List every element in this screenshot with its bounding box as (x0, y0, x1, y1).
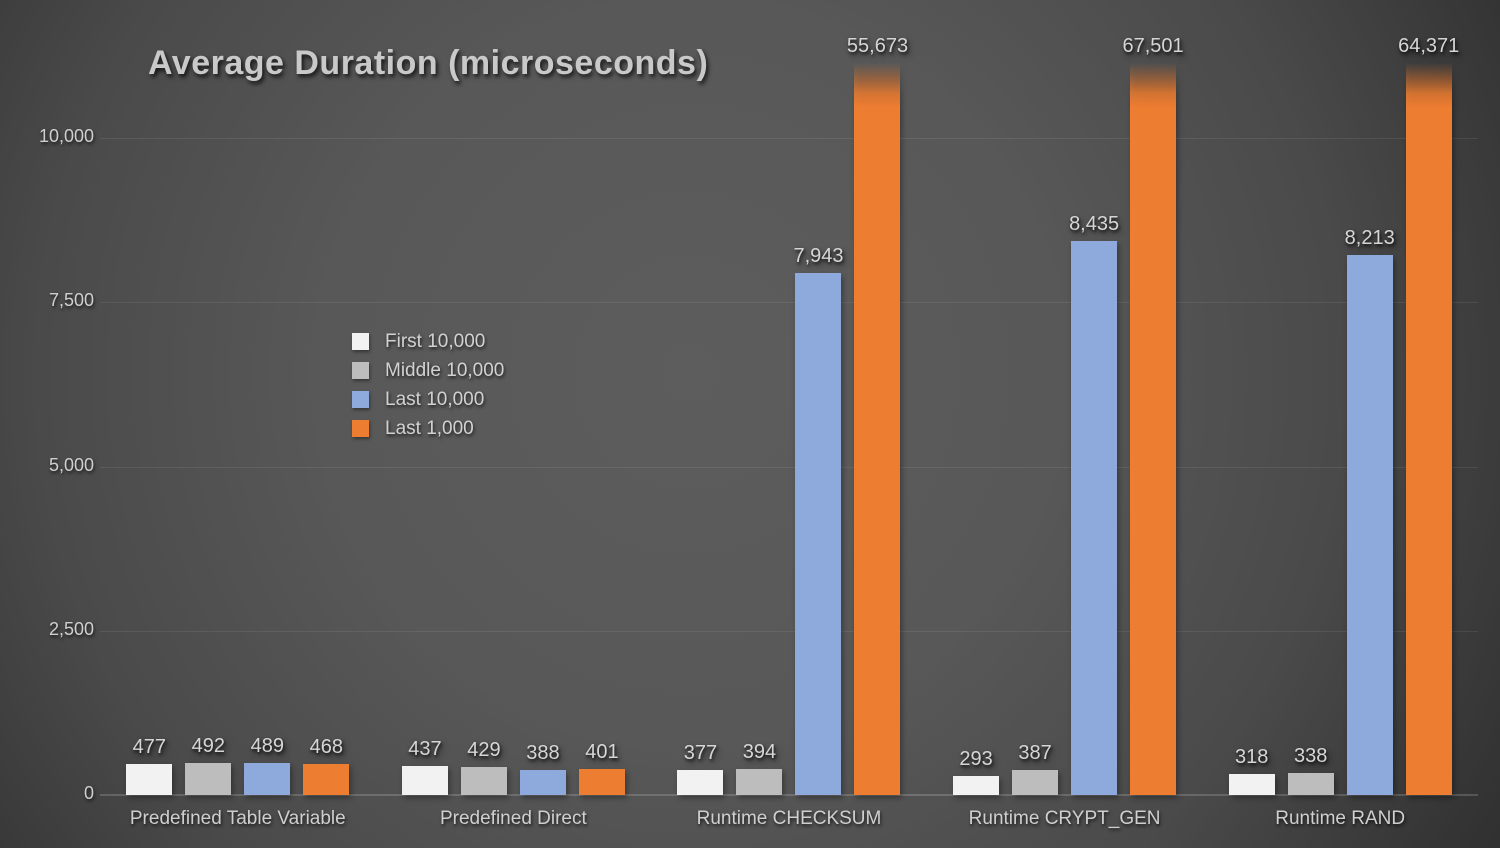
bar-value-label: 489 (250, 735, 284, 757)
bar: 492 (185, 735, 232, 795)
bar: 388 (519, 742, 566, 795)
y-tick-label: 7,500 (48, 290, 94, 311)
bar-group: 437 429 388 401 Predefined Direct (376, 0, 652, 848)
bar-value-label: 293 (959, 748, 993, 770)
bar: 293 (953, 748, 1000, 795)
legend: First 10,000 Middle 10,000 Last 10,000 Last… (352, 327, 504, 443)
bar-value-label: 429 (467, 739, 501, 761)
bar: 318 (1228, 746, 1275, 795)
bar-value-label: 468 (309, 736, 343, 758)
y-tick-label: 0 (83, 783, 94, 803)
bar: 338 (1287, 745, 1334, 795)
bar-value-label: 8,213 (1344, 227, 1395, 249)
bar: 64,371 (1398, 35, 1459, 795)
legend-swatch (352, 391, 369, 408)
y-tick-label: 5,000 (48, 454, 94, 475)
category-label: Runtime CHECKSUM (696, 808, 882, 829)
bar-value-label: 377 (683, 742, 718, 764)
category-label: Predefined Direct (439, 808, 587, 829)
bar-value-label: 55,673 (846, 35, 909, 57)
legend-label: Middle 10,000 (385, 359, 505, 381)
bar-value-label: 477 (132, 736, 166, 758)
x-axis-line (100, 794, 1478, 796)
bars-row: 437 429 388 401 (376, 738, 652, 795)
bar-group: 293 387 8,435 67,501 Runtime CRYPT_GEN (927, 0, 1203, 848)
gridline (100, 138, 1478, 139)
bar-value-label: 318 (1235, 746, 1269, 768)
bar: 67,501 (1123, 35, 1184, 795)
category-label: Runtime RAND (1275, 808, 1406, 829)
bar-value-label: 437 (408, 738, 442, 760)
legend-swatch (352, 420, 369, 437)
bar: 429 (460, 739, 507, 795)
legend-item: First 10,000 (352, 327, 504, 356)
legend-item: Last 1,000 (352, 414, 504, 443)
bar-value-label: 492 (191, 735, 225, 757)
bar-value-label: 387 (1018, 742, 1052, 764)
bars-row: 377 394 7,943 55,673 (651, 35, 927, 795)
bar-value-label: 67,501 (1122, 35, 1184, 57)
bar-value-label: 401 (585, 741, 619, 763)
gridline (100, 630, 1478, 632)
bar-group: 477 492 489 468 Predefined Table Variable (100, 0, 376, 848)
bar: 394 (736, 741, 783, 795)
bar: 477 (126, 736, 173, 795)
bar: 437 (401, 738, 448, 795)
gridline (100, 466, 1478, 468)
legend-label: Last 1,000 (385, 417, 474, 439)
plot-area: 477 492 489 468 Predefined Table Variable 437… (100, 0, 1478, 848)
bars-row: 293 387 8,435 67,501 (927, 35, 1203, 795)
bars-row: 477 492 489 468 (100, 735, 376, 795)
gridline (100, 302, 1478, 304)
legend-swatch (352, 362, 369, 379)
bar-value-label: 394 (742, 741, 777, 763)
bar-value-label: 7,943 (793, 245, 844, 267)
bar: 387 (1012, 742, 1059, 795)
bar: 8,435 (1069, 213, 1119, 795)
bar-value-label: 388 (526, 742, 560, 764)
bar: 401 (578, 741, 625, 795)
bar: 8,213 (1345, 227, 1395, 795)
bar: 489 (244, 735, 291, 795)
bar: 7,943 (793, 245, 844, 795)
bar-value-label: 64,371 (1398, 35, 1460, 57)
category-label: Predefined Table Variable (129, 808, 346, 829)
bar: 55,673 (847, 35, 908, 795)
bar-value-label: 8,435 (1069, 213, 1120, 235)
legend-item: Last 10,000 (352, 385, 504, 414)
bar: 468 (303, 736, 350, 795)
legend-swatch (352, 333, 369, 350)
bar-value-label: 338 (1294, 745, 1328, 767)
bars-row: 318 338 8,213 64,371 (1202, 35, 1478, 795)
bar-group: 377 394 7,943 55,673 Runtime CHECKSUM (651, 0, 927, 848)
legend-label: Last 10,000 (385, 388, 485, 410)
category-label: Runtime CRYPT_GEN (968, 808, 1161, 829)
legend-label: First 10,000 (385, 330, 486, 352)
y-tick-label: 2,500 (48, 618, 94, 639)
chart-title: Average Duration (microseconds) (148, 44, 709, 82)
y-tick-label: 10,000 (38, 126, 94, 146)
legend-item: Middle 10,000 (352, 356, 504, 385)
bar-group: 318 338 8,213 64,371 Runtime RAND (1202, 0, 1478, 848)
bar: 377 (677, 742, 724, 795)
